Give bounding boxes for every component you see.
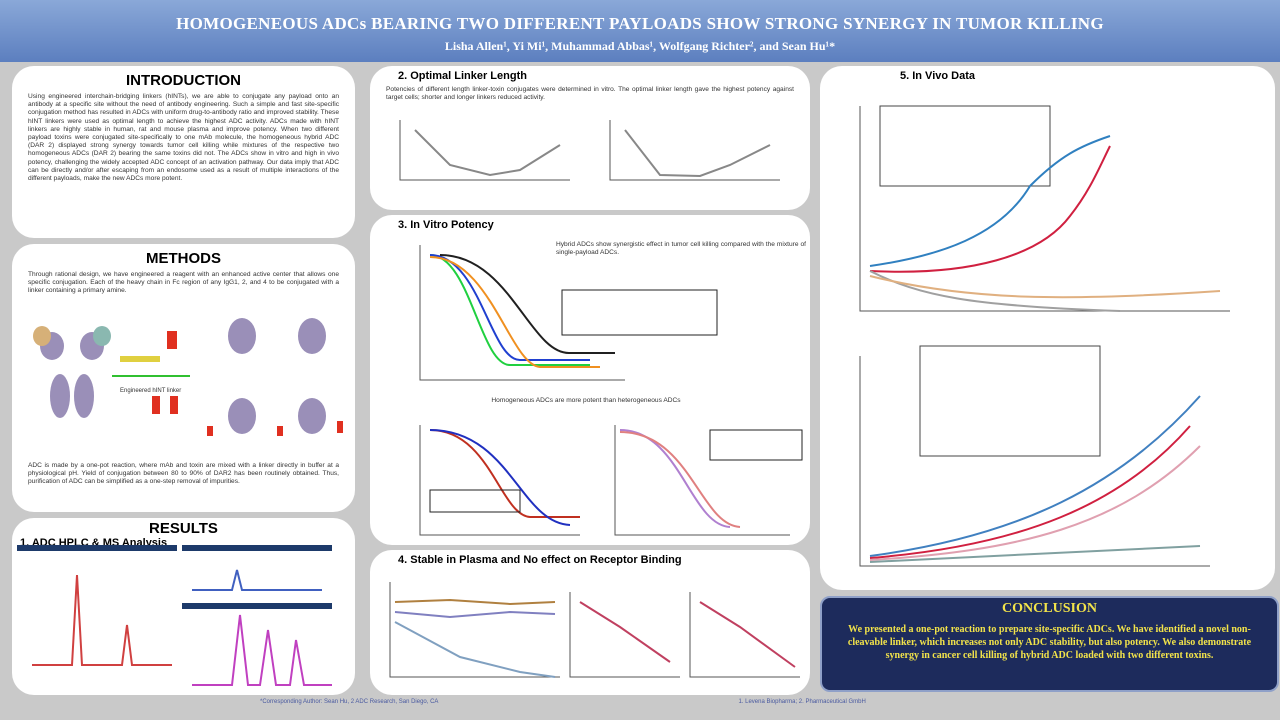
scheme: Engineered hINT linker (33, 318, 343, 436)
text: Potencies of different length linker-tox… (386, 86, 794, 102)
text: Through rational design, we have enginee… (28, 271, 339, 295)
header: HOMOGENEOUS ADCs BEARING TWO DIFFERENT P… (0, 0, 1280, 62)
section4-panel: 4. Stable in Plasma and No effect on Rec… (370, 550, 810, 695)
hplc-charts (17, 545, 332, 686)
invivo-charts (859, 105, 1230, 567)
authors: Lisha Allen¹, Yi Mi¹, Muhammad Abbas¹, W… (444, 39, 836, 53)
title: HOMOGENEOUS ADCs BEARING TWO DIFFERENT P… (176, 14, 1104, 33)
stability-charts (389, 582, 800, 678)
footer: *Corresponding Author: Sean Hu, 2 ADC Re… (260, 699, 866, 705)
text: Homogeneous ADCs are more potent than he… (491, 397, 681, 404)
section2-panel: 2. Optimal Linker Length Potencies of di… (370, 66, 810, 210)
text: We presented a one-pot reaction to prepa… (847, 624, 1252, 661)
conclusion-panel: CONCLUSION We presented a one-pot reacti… (820, 596, 1279, 692)
affiliation: 1. Levena Biopharma; 2. Pharmaceutical G… (738, 699, 866, 705)
intro-panel: INTRODUCTION Using engineered interchain… (12, 66, 355, 238)
subheading: 2. Optimal Linker Length (398, 70, 527, 82)
methods-panel: METHODS Through rational design, we have… (12, 244, 355, 512)
results-panel: RESULTS 1. ADC HPLC & MS Analysis (12, 518, 355, 695)
section5-panel: 5. In Vivo Data (820, 66, 1275, 590)
text: ADC is made by a one-pot reaction, where… (28, 462, 339, 486)
heading: RESULTS (149, 520, 218, 537)
subheading: 5. In Vivo Data (900, 70, 975, 82)
subheading: 4. Stable in Plasma and No effect on Rec… (398, 554, 682, 566)
linker-charts (399, 120, 780, 181)
heading: CONCLUSION (1002, 601, 1097, 616)
text: Hybrid ADCs show synergistic effect in t… (556, 241, 806, 257)
text: Using engineered interchain-bridging lin… (28, 93, 339, 183)
potency-charts (419, 245, 803, 536)
label: Engineered hINT linker (120, 388, 181, 394)
section3-panel: 3. In Vitro Potency Hybrid ADCs show syn… (370, 215, 810, 545)
heading: METHODS (146, 250, 221, 267)
heading: INTRODUCTION (126, 72, 241, 89)
subheading: 3. In Vitro Potency (398, 219, 494, 231)
footer-text: *Corresponding Author: Sean Hu, 2 ADC Re… (260, 699, 439, 705)
